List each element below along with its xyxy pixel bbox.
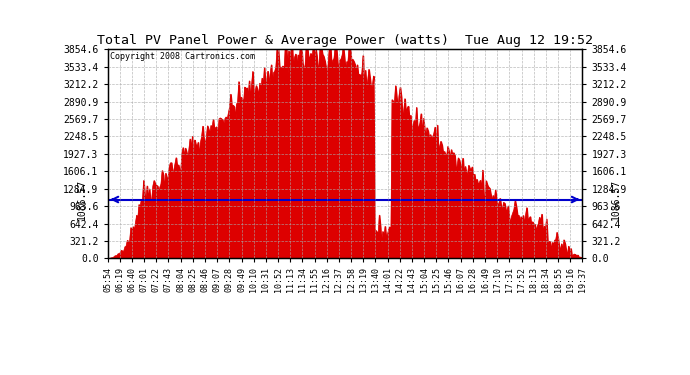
Text: 1086.57: 1086.57 — [611, 179, 621, 220]
Title: Total PV Panel Power & Average Power (watts)  Tue Aug 12 19:52: Total PV Panel Power & Average Power (wa… — [97, 34, 593, 47]
Text: Copyright 2008 Cartronics.com: Copyright 2008 Cartronics.com — [110, 53, 255, 62]
Text: 1086.57: 1086.57 — [77, 179, 86, 220]
